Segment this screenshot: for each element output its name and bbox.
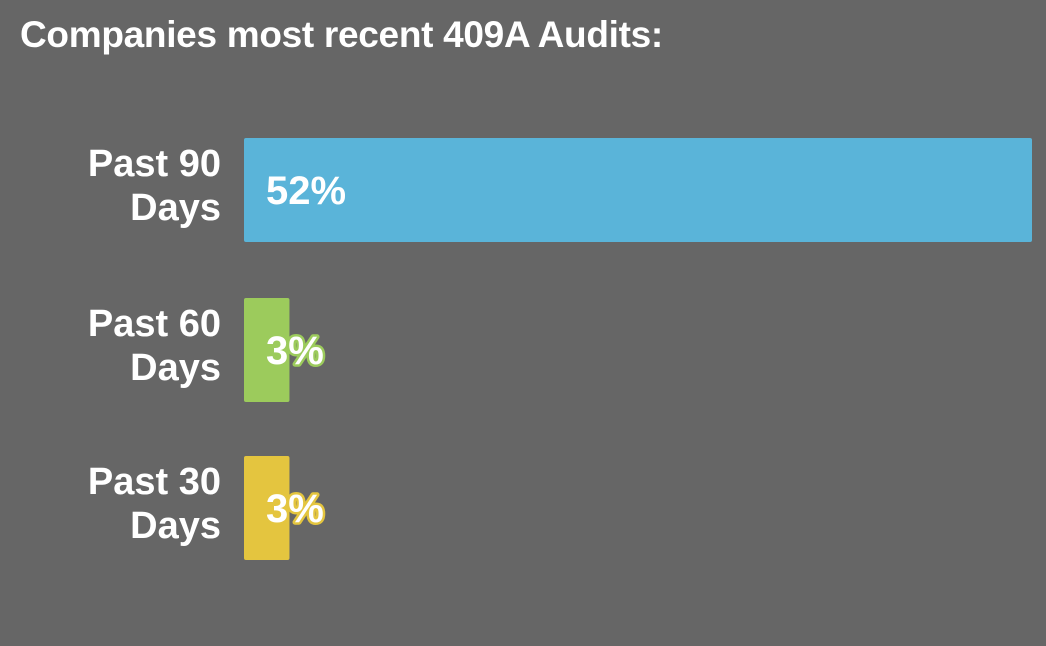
category-label-3-line-1: Past 30: [88, 461, 221, 503]
category-label-3-line-2: Days: [130, 505, 221, 547]
value-label-3: 3%: [266, 487, 324, 531]
category-label-2-line-1: Past 60: [88, 303, 221, 345]
category-label-1-line-1: Past 90: [88, 143, 221, 185]
chart-title: Companies most recent 409A Audits:: [20, 14, 663, 55]
category-label-2-line-2: Days: [130, 347, 221, 389]
value-label-2: 3%: [266, 329, 324, 373]
bar-3: [244, 456, 290, 560]
value-label-1: 52%: [266, 169, 346, 213]
category-label-1-line-2: Days: [130, 187, 221, 229]
bar-2: [244, 298, 290, 402]
bar-1: [244, 138, 1032, 242]
